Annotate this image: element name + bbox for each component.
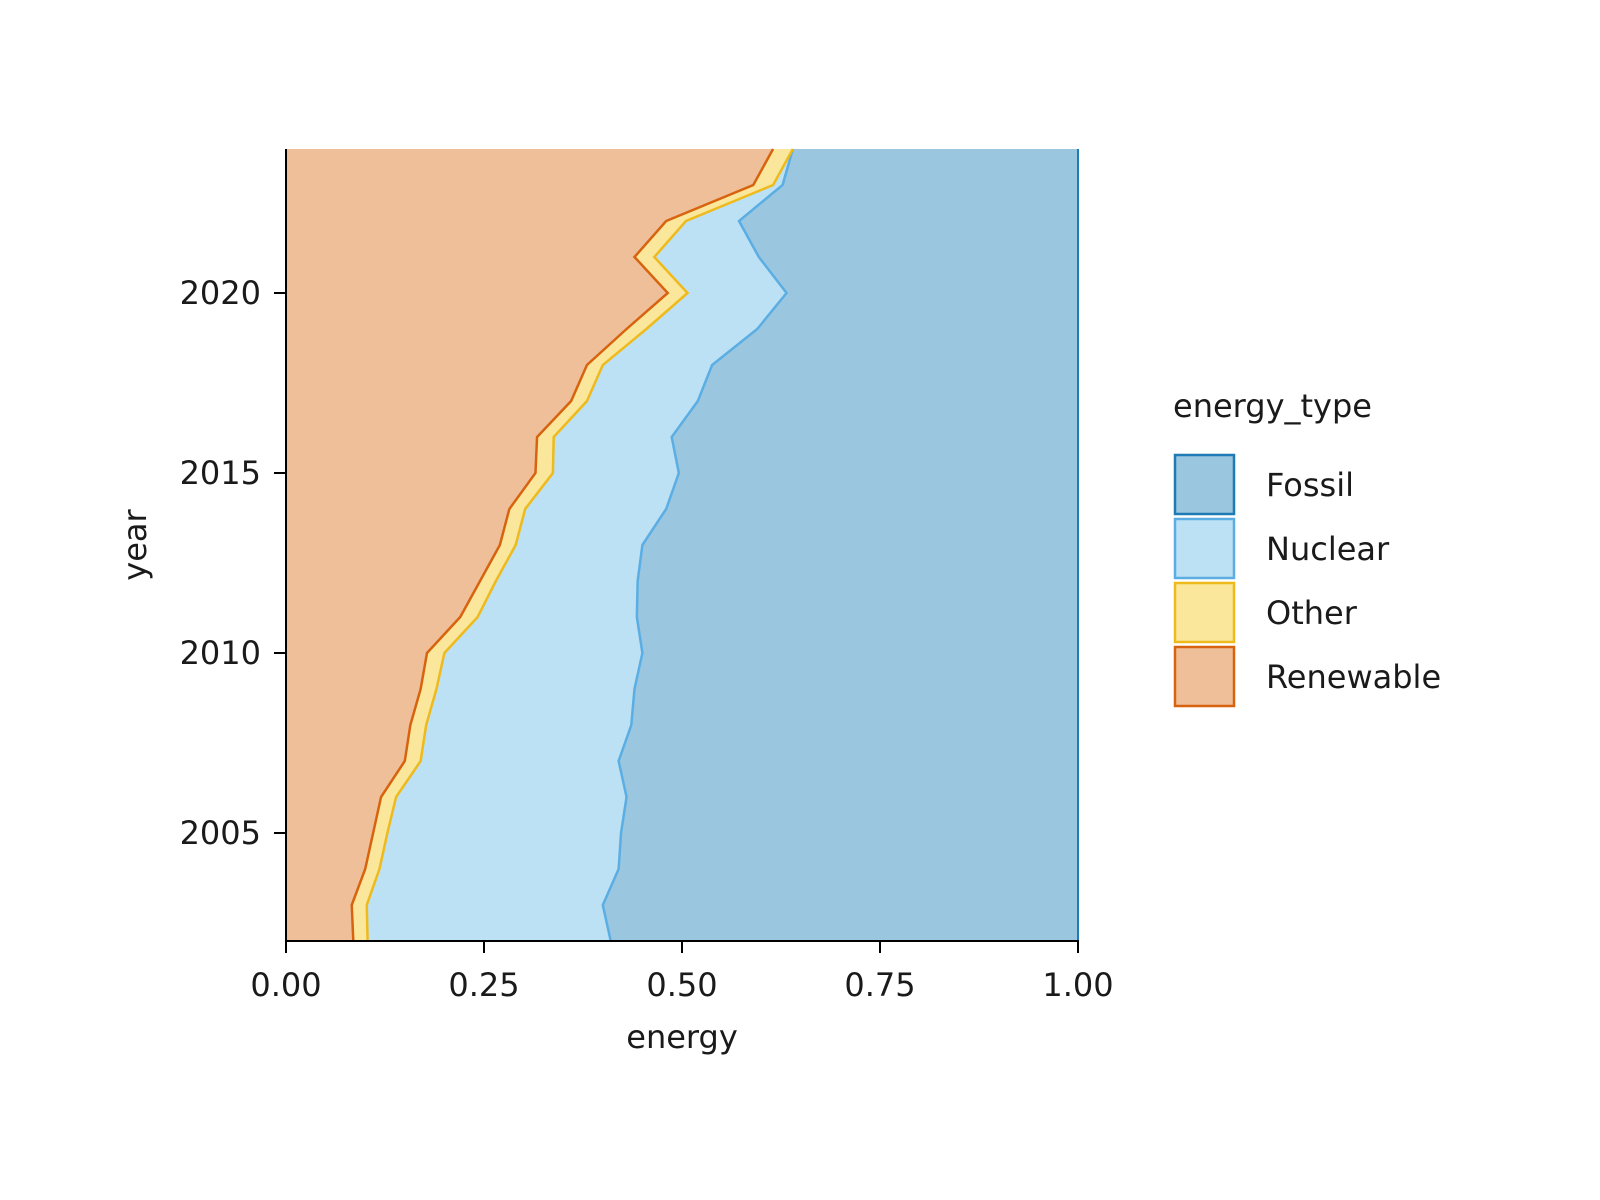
legend-label-nuclear: Nuclear: [1266, 530, 1390, 568]
outline-other: [365, 148, 794, 942]
area-renewable: [286, 149, 774, 941]
chart-areas: [286, 148, 1079, 942]
area-fossil: [602, 149, 1078, 941]
y-tick-label: 2015: [180, 454, 261, 492]
x-axis-title: energy: [626, 1018, 738, 1056]
legend: energy_type Fossil Nuclear Other Renewable: [1173, 387, 1441, 708]
outline-renewable: [350, 148, 775, 942]
legend-swatch-fossil: [1173, 453, 1236, 516]
x-tick-label: 0.00: [250, 966, 321, 1004]
legend-label-fossil: Fossil: [1266, 466, 1354, 504]
y-tick-label: 2005: [180, 814, 261, 852]
x-tick-label: 0.25: [448, 966, 519, 1004]
y-axis-ticks: 2005 2010 2015 2020: [180, 274, 286, 852]
y-tick-label: 2010: [180, 634, 261, 672]
legend-items: Fossil Nuclear Other Renewable: [1173, 453, 1441, 708]
x-tick-label: 0.50: [646, 966, 717, 1004]
legend-label-renewable: Renewable: [1266, 658, 1441, 696]
legend-swatch-renewable: [1173, 645, 1236, 708]
x-tick-label: 1.00: [1042, 966, 1113, 1004]
y-axis-title: year: [116, 508, 154, 580]
x-tick-label: 0.75: [844, 966, 915, 1004]
area-nuclear: [366, 149, 793, 941]
legend-swatch-other: [1173, 581, 1236, 644]
x-axis-ticks: 0.00 0.25 0.50 0.75 1.00: [250, 941, 1114, 1004]
outline-nuclear: [601, 148, 795, 942]
legend-title: energy_type: [1173, 387, 1372, 425]
legend-label-other: Other: [1266, 594, 1358, 632]
y-tick-label: 2020: [180, 274, 261, 312]
legend-swatch-nuclear: [1173, 517, 1236, 580]
